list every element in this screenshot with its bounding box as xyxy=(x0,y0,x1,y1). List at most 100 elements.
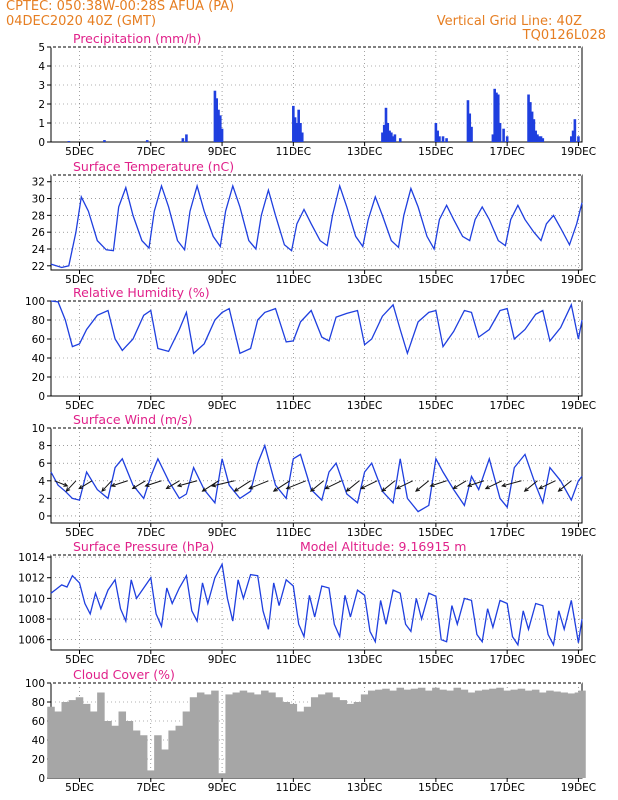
wind-arrow-head xyxy=(285,485,291,490)
series-line xyxy=(50,443,583,513)
wind-arrow-head xyxy=(429,482,435,488)
cloud-bar xyxy=(246,692,255,778)
cloud-bar xyxy=(75,697,84,778)
wind-arrow-head xyxy=(233,487,239,492)
wind-arrow xyxy=(166,480,180,490)
y-tick-label: 60 xyxy=(32,716,45,728)
cloud-bar xyxy=(189,697,198,778)
cloud-bar xyxy=(296,711,305,778)
precip-bar xyxy=(213,90,217,142)
cloud-bar xyxy=(325,692,333,778)
y-tick-label: 20 xyxy=(32,372,45,384)
precip-bar xyxy=(384,107,388,142)
wind-arrow xyxy=(111,480,128,487)
plot-frame xyxy=(50,46,583,143)
cloud-bar xyxy=(204,694,212,778)
cloud-bar xyxy=(239,690,248,778)
cloud-bar xyxy=(268,692,276,778)
cloud-bar xyxy=(253,694,262,778)
cloud-bar xyxy=(310,697,319,778)
wind-arrow-head xyxy=(466,482,473,488)
cloud-bar xyxy=(154,735,162,778)
y-tick-label: 10 xyxy=(32,423,45,435)
precip-bar xyxy=(381,132,384,142)
y-tick-label: 32 xyxy=(32,177,45,189)
x-tick-label: 5DEC xyxy=(65,654,94,666)
station-info: CPTEC: 050:38W-00:28S AFUA (PA) xyxy=(6,0,235,14)
cloud-bar xyxy=(410,688,419,778)
precip-bar xyxy=(571,130,575,142)
y-tick-label: 40 xyxy=(32,735,45,747)
precip-bar xyxy=(570,136,573,142)
precip-bar xyxy=(539,136,543,142)
precip-bar xyxy=(434,123,438,142)
cloud-bar xyxy=(232,692,241,778)
y-tick-label: 5 xyxy=(38,42,45,54)
cloud-bar xyxy=(578,690,586,778)
cloud-bar xyxy=(97,692,105,778)
wind-arrow-head xyxy=(176,482,182,488)
x-tick-label: 13DEC xyxy=(347,782,382,794)
precip-bar xyxy=(292,105,295,142)
panel-title: Surface Temperature (nC) xyxy=(73,159,234,174)
wind-arrow xyxy=(177,480,198,487)
x-tick-label: 13DEC xyxy=(347,654,382,666)
precip-bar xyxy=(299,123,302,142)
precip-bar xyxy=(498,123,502,142)
precip-bar xyxy=(573,119,577,142)
y-tick-label: 28 xyxy=(32,210,45,222)
precip-bar xyxy=(541,138,545,142)
wind-arrow xyxy=(78,480,93,490)
precip-bar xyxy=(536,134,539,142)
precip-bar xyxy=(297,109,300,142)
cloud-bar xyxy=(510,689,519,778)
x-tick-label: 19DEC xyxy=(561,274,596,286)
cloud-bar xyxy=(496,687,504,778)
cloud-bar xyxy=(82,703,91,778)
precip-bar xyxy=(300,132,304,142)
wind-arrow xyxy=(360,480,378,490)
cloud-bar xyxy=(467,692,476,778)
cloud-bar xyxy=(482,689,490,778)
y-tick-label: 60 xyxy=(32,334,45,346)
x-tick-label: 7DEC xyxy=(136,274,165,286)
wind-arrow-head xyxy=(501,482,507,488)
x-tick-label: 15DEC xyxy=(418,782,453,794)
cloud-bar xyxy=(332,697,340,778)
precip-bar xyxy=(382,124,386,142)
cloud-bar xyxy=(553,691,561,778)
cloud-bar xyxy=(218,773,226,778)
wind-arrow-head xyxy=(452,484,458,490)
wind-arrow-head xyxy=(101,487,106,493)
cloud-bar xyxy=(424,690,433,778)
panel-title: Relative Humidity (%) xyxy=(73,285,210,300)
y-tick-label: 100 xyxy=(25,296,45,308)
cloud-bar xyxy=(367,690,376,778)
x-tick-label: 17DEC xyxy=(489,400,524,412)
wind-arrow xyxy=(54,480,68,487)
x-tick-label: 9DEC xyxy=(208,400,237,412)
wind-arrow-head xyxy=(63,482,69,487)
x-tick-label: 15DEC xyxy=(418,654,453,666)
cloud-bar xyxy=(432,687,440,778)
precip-bar xyxy=(470,126,473,142)
precip-bar xyxy=(390,132,393,142)
wind-arrow xyxy=(502,480,522,487)
cloud-bar xyxy=(382,688,390,778)
series-line xyxy=(50,300,583,356)
wind-arrow xyxy=(396,480,413,490)
precip-bar xyxy=(534,130,537,142)
cloud-bar xyxy=(446,690,454,778)
precip-bar xyxy=(505,136,509,142)
precip-bar xyxy=(217,109,220,142)
wind-arrow xyxy=(524,480,538,492)
wind-arrow-head xyxy=(165,484,171,490)
precip-bar xyxy=(441,136,445,142)
cloud-bar xyxy=(318,694,326,778)
panel-title: Cloud Cover (%) xyxy=(73,667,175,682)
wind-arrow-head xyxy=(201,487,207,492)
cloud-bar xyxy=(353,702,362,778)
wind-arrow-head xyxy=(484,485,490,490)
wind-arrow xyxy=(539,480,556,490)
